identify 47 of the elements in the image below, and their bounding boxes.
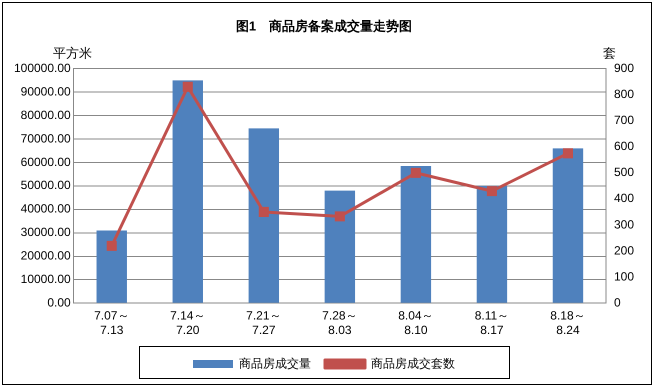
y2-tick-label: 600 [614,139,634,154]
y-tick-label: 90000.00 [20,84,72,98]
point [334,211,345,222]
point [106,240,117,251]
y2-tick-label: 100 [614,269,634,284]
y-tick-label: 80000.00 [20,108,72,122]
y2-tick-label: 200 [614,243,634,258]
y-tick-label: 20000.00 [20,248,72,263]
y-tick-label: 50000.00 [20,178,72,192]
bar [324,190,356,303]
y2-tick-label: 500 [614,165,634,180]
y-tick-label: 0.00 [47,296,72,310]
point [562,148,573,158]
y-tick-label: 60000.00 [20,154,72,169]
y-tick-label: 40000.00 [20,202,72,216]
bar [248,128,280,303]
legend-label: 商品房成交套数 [371,356,455,370]
y-tick-label: 70000.00 [20,131,72,146]
x-tick-label: 7.07～ 7.13 [94,308,130,338]
y-tick-label: 10000.00 [20,272,72,286]
x-tick-label: 7.14～ 7.20 [170,308,206,338]
y2-tick-label: 0 [614,296,621,310]
x-tick-label: 8.11～ 8.17 [474,308,510,338]
point [182,82,193,92]
x-tick-label: 8.18～ 8.24 [550,308,586,338]
y2-tick-label: 900 [614,60,634,75]
bar [476,186,508,303]
y-tick-label: 30000.00 [20,225,72,240]
x-tick-label: 7.21～ 7.27 [246,308,282,338]
bar [400,166,432,303]
point [258,206,269,217]
y-tick-label: 100000.00 [14,60,72,75]
y-axis-title: 平方米 [53,46,92,61]
x-tick-label: 8.04～ 8.10 [398,308,434,338]
x-tick-label: 7.28～ 8.03 [322,308,358,338]
y2-tick-label: 300 [614,217,634,232]
legend-label: 商品房成交量 [239,356,311,370]
y2-tick-label: 400 [614,191,634,206]
bar [552,148,584,303]
y2-tick-label: 800 [614,86,634,101]
point [486,186,497,196]
chart-title: 图1 商品房备案成交量走势图 [236,18,412,34]
bar [172,80,203,303]
y2-axis-title: 套 [602,46,616,61]
y2-tick-label: 700 [614,113,634,128]
bar [96,230,127,303]
point [410,168,421,178]
